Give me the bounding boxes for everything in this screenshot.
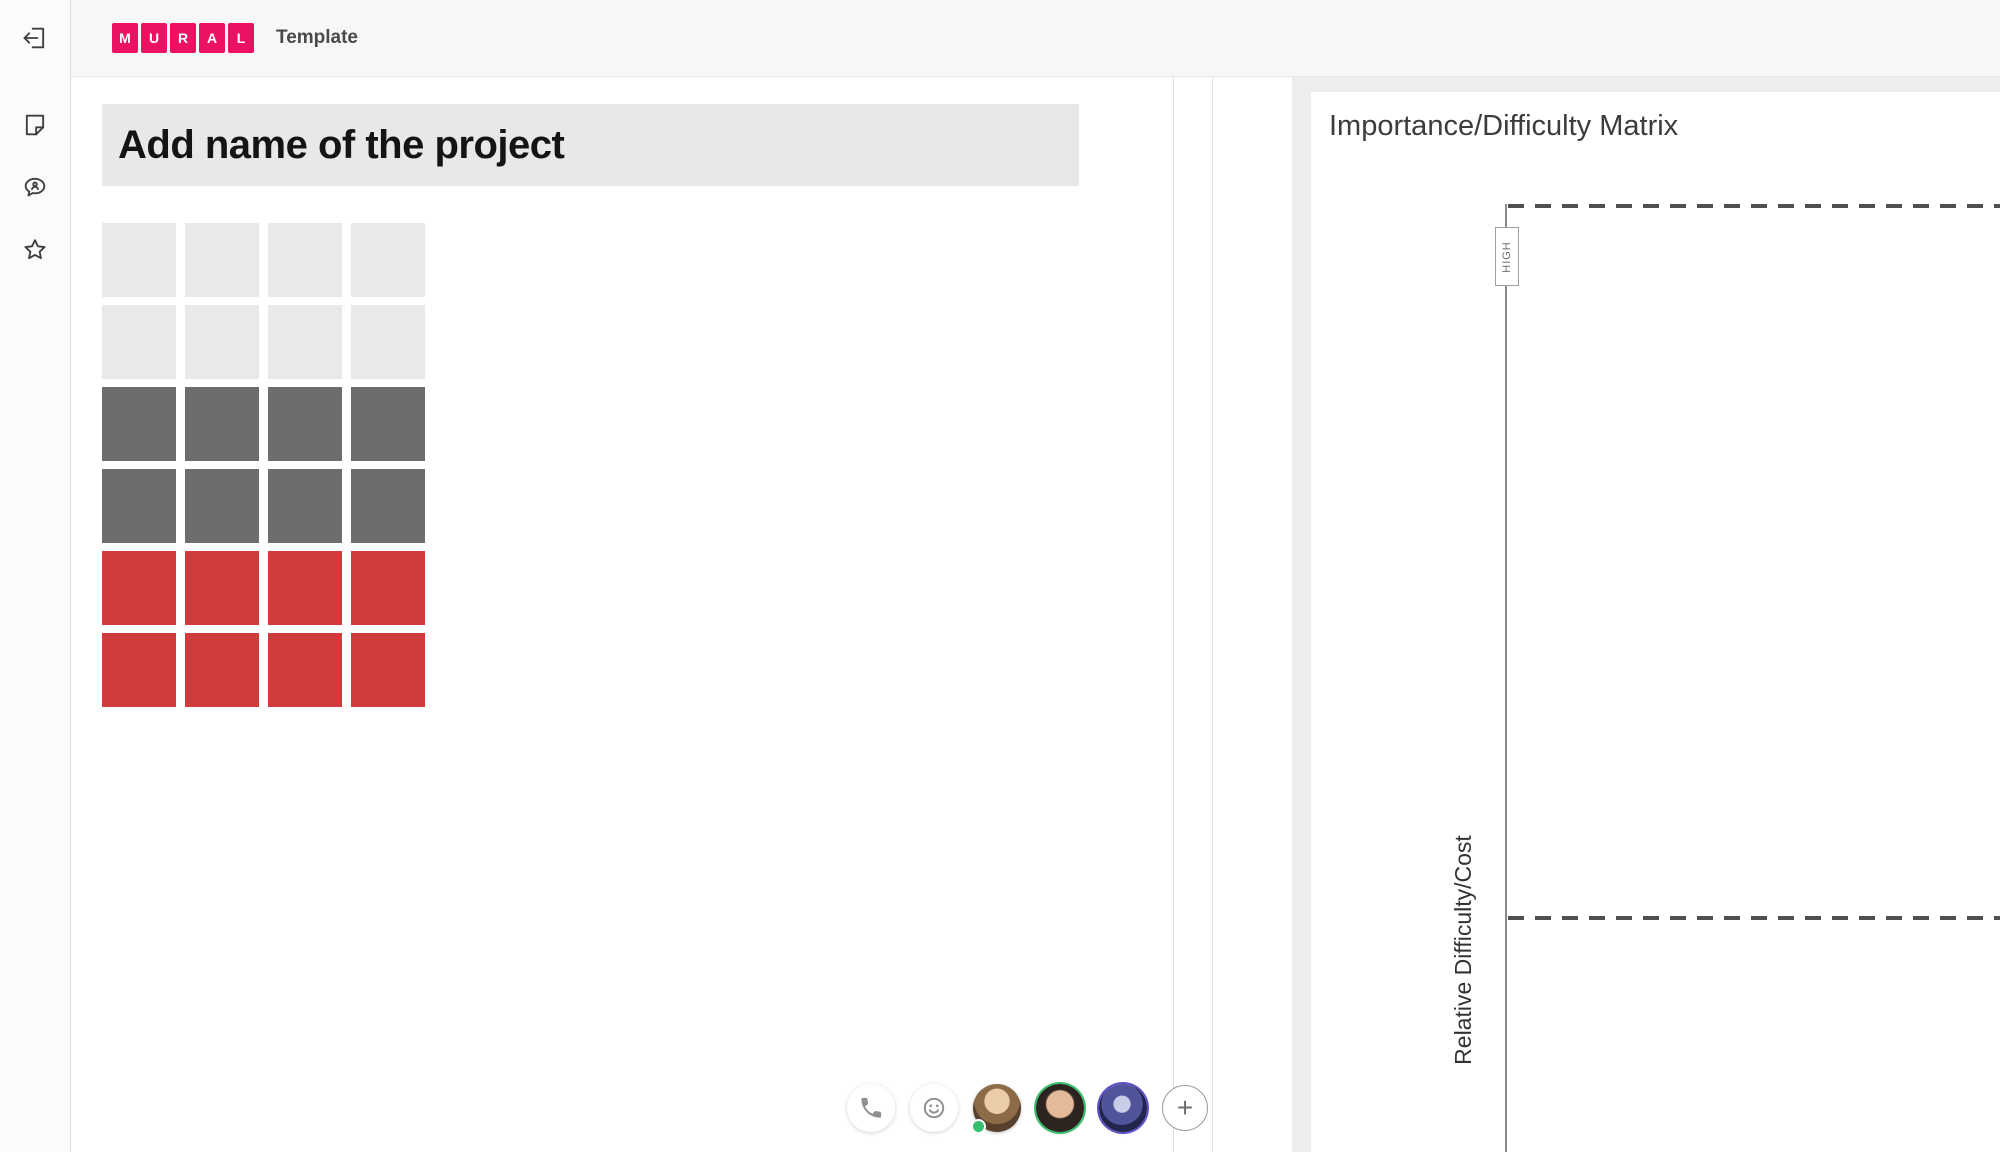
logo-letter: A [199, 23, 225, 53]
star-icon [24, 239, 46, 260]
axis-high-label: HIGH [1501, 240, 1513, 273]
voice-call-button[interactable] [847, 1084, 895, 1132]
exit-icon [23, 27, 45, 49]
avatar-status-badge [971, 1119, 986, 1134]
y-axis-label: Relative Difficulty/Cost [1450, 835, 1476, 1065]
grid-cell[interactable] [268, 551, 342, 625]
left-toolbar-rail [0, 0, 71, 1152]
grid-cell[interactable] [102, 387, 176, 461]
grid-cell[interactable] [185, 223, 259, 297]
grid-cell[interactable] [351, 223, 425, 297]
grid-cell[interactable] [268, 633, 342, 707]
grid-cell[interactable] [185, 469, 259, 543]
grid-cell[interactable] [268, 223, 342, 297]
matrix-title: Importance/Difficulty Matrix [1329, 110, 1679, 142]
board-title: Template [276, 27, 359, 48]
logo-letter: U [141, 23, 167, 53]
presence-toolbar: + [847, 1084, 1208, 1134]
collaborator-avatar-av3[interactable] [1099, 1084, 1147, 1132]
matrix-dashed-line-middle [1508, 916, 2000, 920]
board-divider-line [1173, 76, 1174, 1152]
mural-right-board[interactable]: Importance/Difficulty Matrix HIGH Relati… [1311, 92, 2000, 1152]
logo-letter: M [112, 23, 138, 53]
grid-cell[interactable] [268, 387, 342, 461]
add-collaborator-button[interactable]: + [1162, 1085, 1208, 1131]
grid-cell[interactable] [102, 223, 176, 297]
grid-cell[interactable] [351, 469, 425, 543]
comments-icon [24, 177, 46, 197]
board-divider-line [1212, 76, 1213, 1152]
grid-cell[interactable] [185, 633, 259, 707]
voting-grid [102, 223, 425, 707]
grid-cell[interactable] [102, 633, 176, 707]
grid-cell[interactable] [185, 551, 259, 625]
comments-tool[interactable] [20, 172, 50, 202]
grid-cell[interactable] [268, 469, 342, 543]
avatar-group [971, 1084, 1147, 1134]
exit-board-button[interactable] [20, 23, 50, 53]
collaborator-avatar-av2[interactable] [1036, 1084, 1084, 1132]
grid-cell[interactable] [351, 305, 425, 379]
matrix-y-axis-line [1505, 204, 1507, 1152]
matrix-dashed-line-top [1508, 204, 2000, 208]
grid-cell[interactable] [102, 469, 176, 543]
smiley-icon [923, 1097, 945, 1119]
sticky-note-icon [25, 114, 45, 136]
grid-cell[interactable] [185, 387, 259, 461]
axis-high-label-box: HIGH [1495, 227, 1519, 286]
project-title-block[interactable]: Add name of the project [102, 104, 1079, 186]
grid-cell[interactable] [351, 387, 425, 461]
favorites-tool[interactable] [20, 235, 50, 265]
logo-letter: R [170, 23, 196, 53]
grid-cell[interactable] [268, 305, 342, 379]
grid-cell[interactable] [351, 551, 425, 625]
grid-cell[interactable] [185, 305, 259, 379]
phone-icon [861, 1097, 882, 1118]
project-title-text: Add name of the project [118, 122, 565, 167]
grid-cell[interactable] [351, 633, 425, 707]
logo-letter: L [228, 23, 254, 53]
sticky-note-tool[interactable] [20, 110, 50, 140]
collaborator-avatar-av1[interactable] [971, 1084, 1021, 1134]
reactions-button[interactable] [910, 1084, 958, 1132]
grid-cell[interactable] [102, 551, 176, 625]
grid-cell[interactable] [102, 305, 176, 379]
mural-left-board[interactable]: Add name of the project [70, 76, 1292, 1152]
